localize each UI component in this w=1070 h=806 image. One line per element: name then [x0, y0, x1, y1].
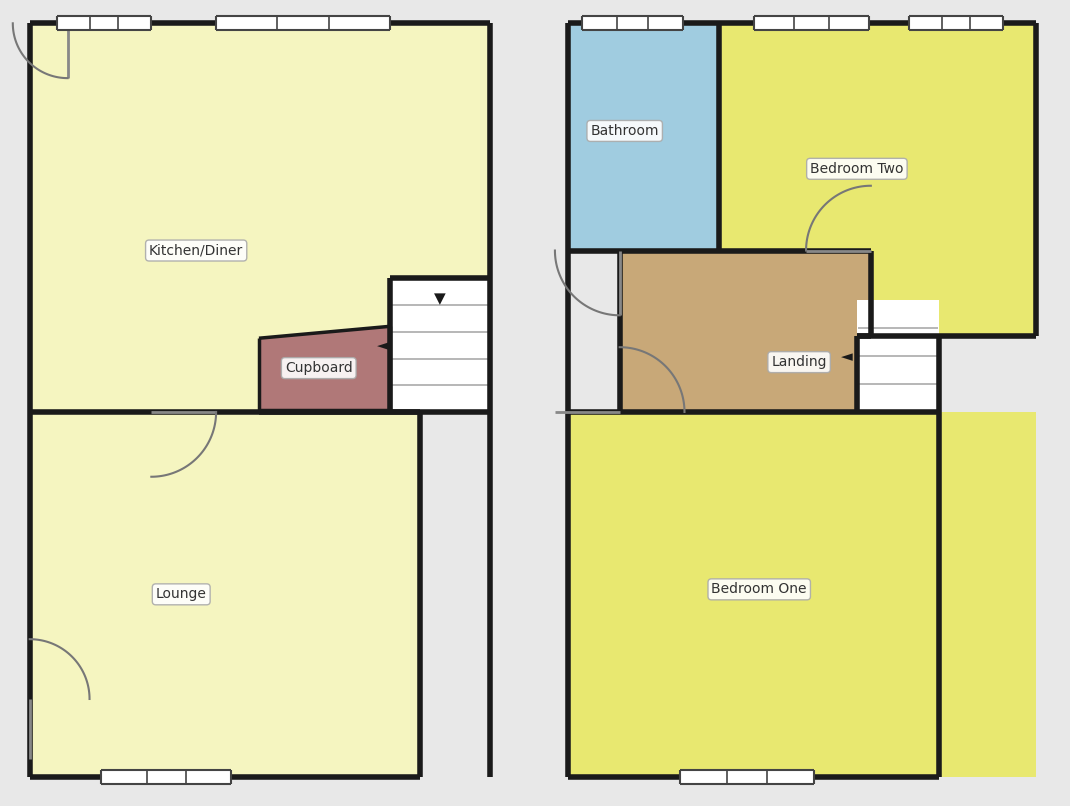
Bar: [30, 412, 421, 777]
Text: ◄: ◄: [377, 338, 388, 353]
Text: Bedroom Two: Bedroom Two: [810, 162, 904, 176]
Bar: [908, 16, 1004, 31]
Bar: [679, 770, 814, 783]
Bar: [754, 16, 869, 31]
Bar: [620, 251, 871, 412]
Bar: [719, 23, 1036, 336]
Bar: [568, 23, 719, 251]
Text: Cupboard: Cupboard: [285, 361, 353, 375]
Bar: [582, 16, 684, 31]
Text: Bedroom One: Bedroom One: [712, 583, 807, 596]
Bar: [30, 23, 490, 412]
Polygon shape: [259, 326, 391, 410]
Text: Kitchen/Diner: Kitchen/Diner: [149, 243, 243, 258]
Bar: [857, 301, 938, 412]
Text: Landing: Landing: [771, 355, 827, 369]
Bar: [391, 278, 490, 412]
Bar: [102, 770, 231, 783]
Text: ◄: ◄: [841, 349, 853, 364]
Bar: [57, 16, 151, 31]
Text: ▼: ▼: [434, 291, 446, 305]
Text: Bathroom: Bathroom: [591, 124, 659, 138]
Bar: [216, 16, 391, 31]
Text: Lounge: Lounge: [156, 588, 207, 601]
Bar: [568, 412, 1036, 777]
